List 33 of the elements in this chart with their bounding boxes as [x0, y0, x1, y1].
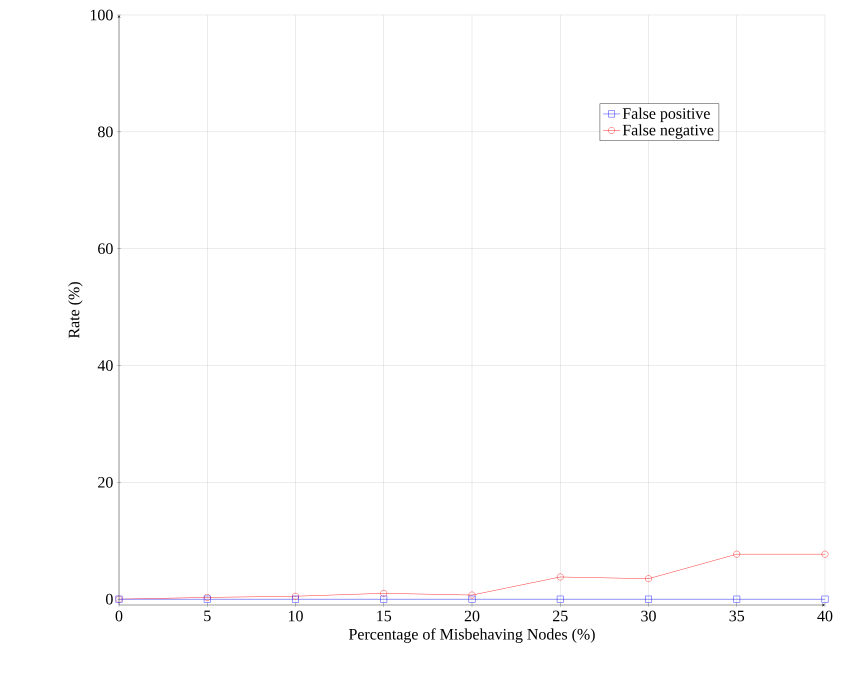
legend-label: False positive — [622, 108, 710, 122]
x-tick-label: 0 — [116, 610, 122, 622]
x-tick-label: 40 — [817, 610, 832, 622]
point — [733, 550, 740, 558]
x-axis-title: Percentage of Misbehaving Nodes (%) — [348, 628, 595, 643]
x-tick-label: 5 — [204, 610, 211, 622]
x-tick-label: 25 — [552, 610, 568, 622]
point — [556, 596, 564, 603]
point — [822, 596, 828, 603]
point — [292, 592, 299, 600]
x-tick-label: 35 — [730, 610, 744, 622]
point — [822, 550, 828, 558]
x-tick-label: 20 — [464, 610, 480, 622]
y-tick-label: 80 — [98, 126, 113, 138]
point — [292, 596, 299, 603]
point — [380, 596, 388, 603]
y-tick-label: 100 — [90, 10, 113, 20]
point — [556, 574, 564, 580]
y-tick-label: 0 — [106, 594, 113, 605]
y-axis-title: Rate (%) — [68, 282, 83, 338]
point — [645, 575, 652, 582]
point — [380, 590, 388, 597]
point — [645, 596, 652, 603]
legend-label: False negative — [622, 124, 714, 139]
y-tick-label: 60 — [98, 243, 113, 254]
x-tick-label: 30 — [641, 610, 656, 622]
x-tick-label: 10 — [288, 610, 303, 622]
point — [733, 596, 740, 603]
point — [468, 592, 476, 598]
y-tick-label: 40 — [98, 360, 113, 371]
y-tick-label: 20 — [98, 476, 113, 488]
point — [468, 596, 476, 603]
x-tick-label: 15 — [377, 610, 392, 622]
